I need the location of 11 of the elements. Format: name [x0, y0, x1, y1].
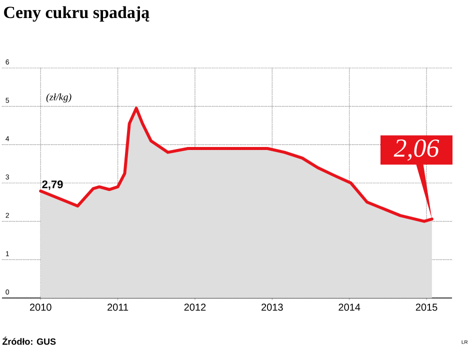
- x-tick-label: 2011: [108, 304, 128, 311]
- chart-title: Ceny cukru spadają: [4, 6, 150, 22]
- y-axis-title: (zł/kg): [46, 93, 72, 102]
- x-tick-label: 2012: [184, 304, 206, 311]
- x-tick-label: 2014: [338, 304, 360, 311]
- annotation: 2,79: [42, 180, 63, 190]
- annotation: 2,06: [394, 139, 440, 161]
- x-tick-label: 2015: [416, 304, 438, 311]
- x-tick-label: 2013: [262, 304, 283, 311]
- x-tick-label: 2010: [30, 304, 52, 311]
- text: Źródło: GUS: [2, 336, 56, 345]
